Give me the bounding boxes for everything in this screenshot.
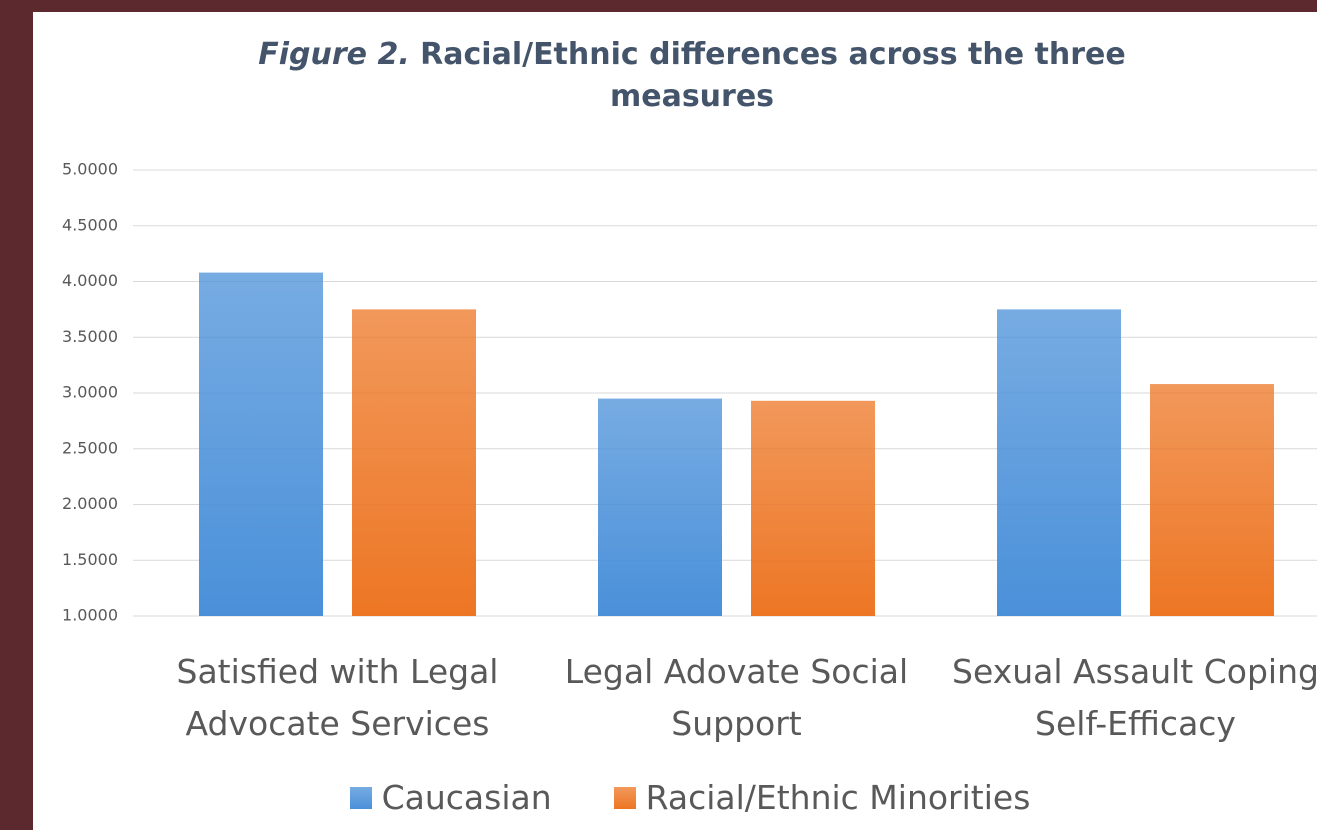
legend-label: Racial/Ethnic Minorities	[645, 778, 1031, 817]
legend-swatch	[349, 786, 372, 809]
figure-label: Figure 2.	[258, 37, 410, 72]
legend-item: Caucasian	[349, 778, 552, 817]
y-tick-label: 4.0000	[62, 271, 118, 290]
legend: Caucasian Racial/Ethnic Minorities	[0, 778, 1317, 817]
bar	[598, 398, 722, 616]
legend-swatch	[613, 786, 636, 809]
x-tick-label: Legal Adovate Social Support	[564, 652, 909, 743]
bar	[352, 309, 476, 616]
y-tick-label: 3.5000	[62, 327, 118, 346]
y-tick-label: 4.5000	[62, 215, 118, 234]
bar	[751, 400, 875, 616]
chart-title: Figure 2. Racial/Ethnic differences acro…	[232, 34, 1152, 118]
legend-label: Caucasian	[381, 778, 552, 817]
y-tick-label: 2.5000	[62, 438, 118, 457]
bar	[997, 309, 1121, 616]
y-tick-label: 5.0000	[62, 160, 118, 179]
x-tick-label: Sexual Assault Coping Self-Efficacy	[952, 652, 1317, 743]
title-text: Racial/Ethnic differences across the thr…	[420, 37, 1126, 114]
x-tick-label: Satisfied with Legal Advocate Services	[176, 652, 499, 743]
bar	[1150, 384, 1274, 616]
y-tick-label: 2.0000	[62, 494, 118, 513]
y-tick-label: 1.0000	[62, 606, 118, 625]
bar	[199, 272, 323, 616]
legend-item: Racial/Ethnic Minorities	[613, 778, 1031, 817]
y-tick-label: 1.5000	[62, 550, 118, 569]
y-tick-label: 3.0000	[62, 383, 118, 402]
